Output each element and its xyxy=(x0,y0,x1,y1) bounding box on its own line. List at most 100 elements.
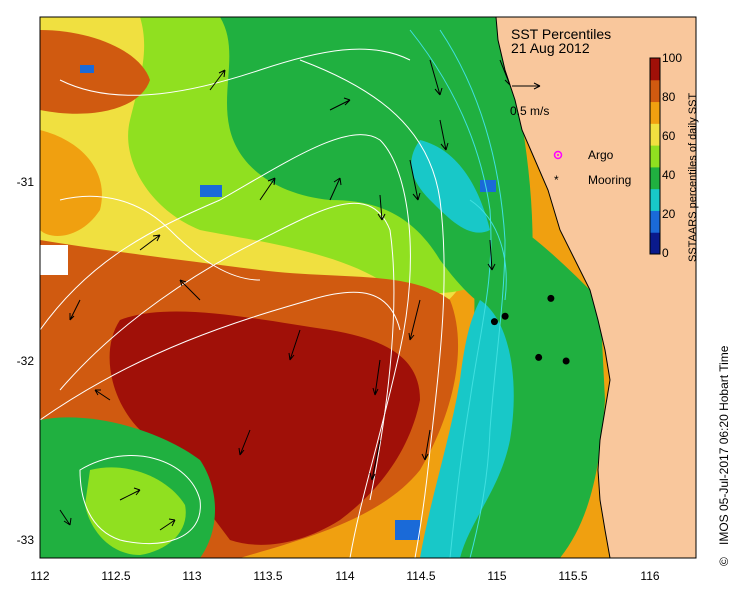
velocity-arrow xyxy=(69,299,81,321)
map-panel xyxy=(40,17,696,558)
map-frame xyxy=(39,16,697,559)
velocity-arrow xyxy=(209,69,226,91)
velocity-scale-arrow xyxy=(512,82,541,90)
legend: Argo * Mooring xyxy=(553,148,631,187)
colorbar-segment xyxy=(650,232,660,255)
mooring-marker xyxy=(490,318,498,326)
colorbar-tick-100: 100 xyxy=(662,51,682,65)
sst-patch-blue-1 xyxy=(200,185,222,197)
mooring-marker xyxy=(547,294,555,302)
velocity-arrows xyxy=(59,59,513,531)
contour-line xyxy=(439,29,506,558)
colorbar-segment xyxy=(650,210,660,233)
x-tick-label: 114.5 xyxy=(406,569,435,583)
colorbar-segment xyxy=(650,58,660,81)
colorbar-segment xyxy=(650,79,660,103)
contour-line xyxy=(40,134,411,558)
sst-patch-teal-coast xyxy=(420,300,514,558)
x-tick-label: 115 xyxy=(487,569,506,583)
velocity-scale: 0.5 m/s xyxy=(510,82,549,118)
colorbar-segment xyxy=(650,123,660,146)
velocity-arrow xyxy=(139,234,161,251)
sst-patch-blue-4 xyxy=(480,180,496,192)
map-title-line1: SST Percentiles xyxy=(511,26,611,42)
y-tick-label: -31 xyxy=(17,175,35,189)
contour-line xyxy=(409,29,492,558)
velocity-arrow xyxy=(421,429,431,461)
velocity-scale-label: 0.5 m/s xyxy=(510,104,549,118)
x-tick-label: 114 xyxy=(335,569,354,583)
contour-line xyxy=(59,195,261,281)
contour-line xyxy=(59,48,411,96)
colorbar-tick-80: 80 xyxy=(662,90,676,104)
colorbar: 100 80 60 40 20 0 SSTAARS percentiles of… xyxy=(649,51,699,262)
velocity-arrow xyxy=(259,177,276,201)
colorbar-frame xyxy=(649,57,661,255)
colorbar-tick-20: 20 xyxy=(662,207,676,221)
velocity-arrow xyxy=(429,59,443,96)
x-tick-label: 112 xyxy=(30,569,49,583)
colorbar-tick-40: 40 xyxy=(662,168,676,182)
sst-patch-white-gap xyxy=(40,245,68,275)
colorbar-tick-60: 60 xyxy=(662,129,676,143)
sst-patch-teal xyxy=(411,140,490,233)
mooring-marker xyxy=(501,312,509,320)
velocity-arrow xyxy=(159,518,176,531)
velocity-arrow xyxy=(329,97,351,111)
sst-field xyxy=(40,17,605,558)
velocity-arrow xyxy=(372,359,381,396)
velocity-arrow xyxy=(94,389,111,401)
mooring-marker xyxy=(535,353,543,361)
velocity-arrow xyxy=(119,487,141,501)
colorbar-segment xyxy=(650,101,660,124)
argo-symbol xyxy=(553,150,563,160)
mooring-symbol: * xyxy=(554,173,559,187)
legend-argo-label: Argo xyxy=(588,148,614,162)
x-tick-label: 113 xyxy=(182,569,201,583)
colorbar-segment xyxy=(650,145,660,168)
colorbar-segment xyxy=(650,166,660,190)
moorings-layer xyxy=(490,294,570,365)
sst-patch-blue-3 xyxy=(395,520,420,540)
mooring-marker xyxy=(562,357,570,365)
y-tick-label: -32 xyxy=(17,354,35,368)
sst-patch-blue-2 xyxy=(80,65,94,73)
sst-patch-green xyxy=(220,17,533,313)
velocity-arrow xyxy=(439,119,449,151)
credit-text: IMOS 05-Jul-2017 06:20 Hobart Time xyxy=(717,345,731,545)
x-axis: 112 112.5 113 113.5 114 114.5 115 115.5 … xyxy=(30,569,659,583)
velocity-arrow xyxy=(409,159,421,201)
velocity-arrow xyxy=(487,239,496,271)
sst-patch-sw-lightgreen xyxy=(85,467,186,555)
y-tick-label: -33 xyxy=(17,533,35,547)
sst-patch-west-orange xyxy=(40,130,102,236)
copyright-symbol: © xyxy=(717,557,731,566)
velocity-arrow xyxy=(179,279,201,301)
cyan-contours xyxy=(409,29,507,558)
colorbar-segments xyxy=(650,58,660,255)
contour-line xyxy=(299,59,445,558)
white-contours xyxy=(40,48,445,558)
map-title-line2: 21 Aug 2012 xyxy=(511,40,590,56)
contour-line xyxy=(40,291,401,421)
colorbar-label: SSTAARS percentiles of daily SST xyxy=(687,93,699,262)
x-tick-label: 112.5 xyxy=(101,569,130,583)
velocity-arrow xyxy=(369,439,381,481)
land-australia xyxy=(495,17,696,558)
contour-line xyxy=(469,199,507,301)
velocity-arrow xyxy=(288,329,301,361)
velocity-arrow xyxy=(329,177,342,201)
colorbar-segment xyxy=(650,188,660,211)
velocity-arrow xyxy=(59,509,72,526)
colorbar-tick-0: 0 xyxy=(662,246,669,260)
velocity-arrow xyxy=(408,299,421,341)
sst-patch-nw-orange xyxy=(40,30,150,114)
contour-line xyxy=(79,455,201,545)
sst-patch-red xyxy=(109,311,420,545)
x-tick-label: 115.5 xyxy=(558,569,587,583)
velocity-arrow xyxy=(377,194,386,221)
y-axis: -31 -32 -33 xyxy=(17,175,35,547)
x-tick-label: 116 xyxy=(640,569,659,583)
contour-line xyxy=(59,202,395,501)
